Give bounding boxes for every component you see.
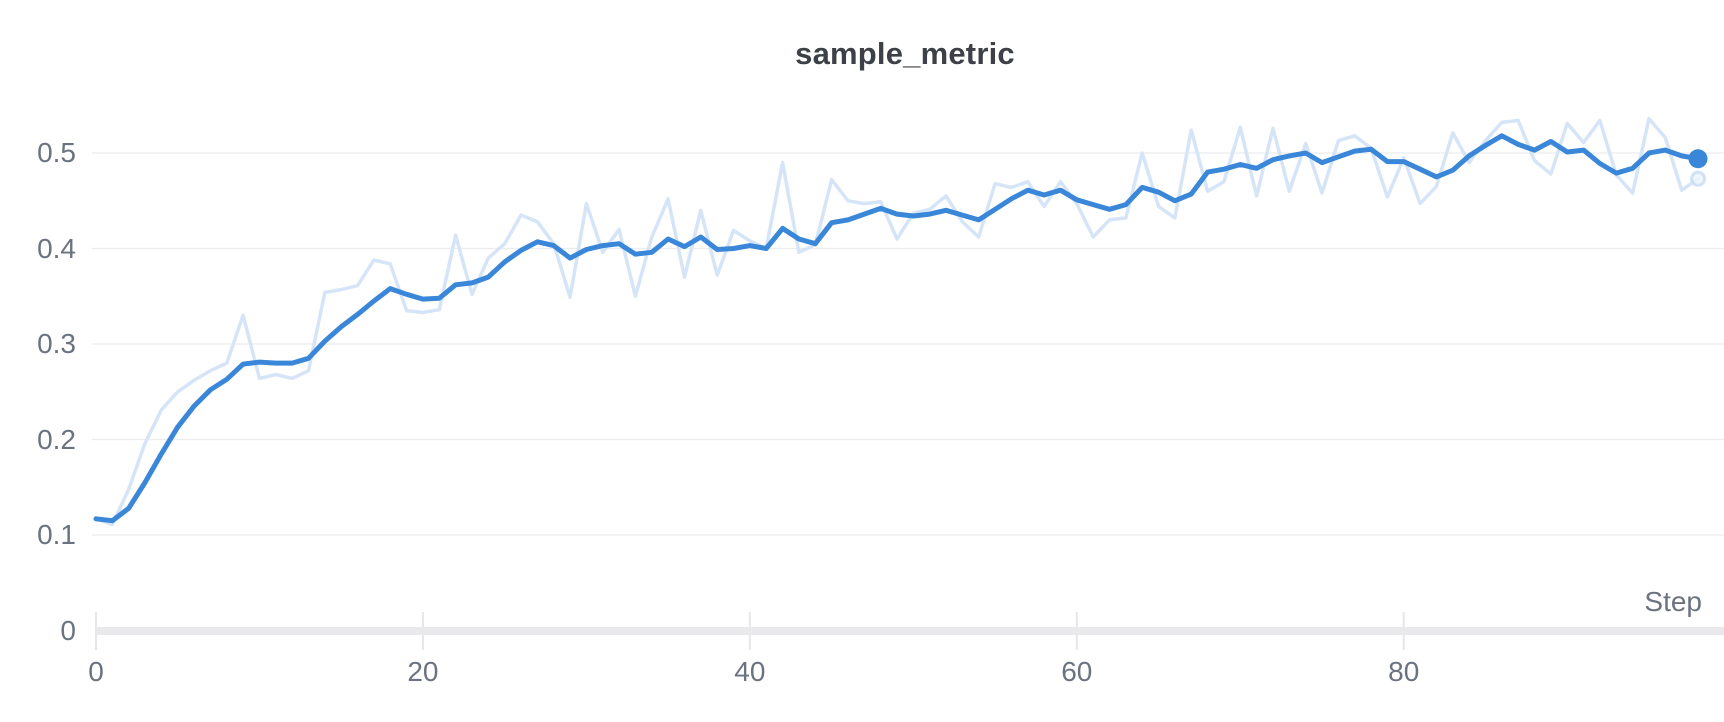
y-tick-label: 0.4 <box>37 232 76 264</box>
y-tick-label: 0.5 <box>37 137 76 168</box>
x-tick-label: 0 <box>88 656 104 687</box>
x-axis-title: Step <box>1644 586 1702 617</box>
x-tick-label: 20 <box>407 656 439 687</box>
y-tick-label: 0.3 <box>37 328 76 359</box>
smoothed-endpoint-dot[interactable] <box>1688 149 1708 169</box>
x-tick-label: 60 <box>1061 656 1093 687</box>
raw-line <box>94 116 1700 527</box>
x-tick-label: 40 <box>734 656 766 687</box>
smoothed-line <box>93 133 1701 524</box>
x-tick-label: 80 <box>1388 656 1420 687</box>
x-axis-bar <box>96 627 1724 635</box>
raw-endpoint-ring <box>1690 170 1706 187</box>
chart-title: sample_metric <box>795 36 1015 71</box>
y-tick-label: 0.1 <box>37 519 76 550</box>
y-tick-label: 0.2 <box>37 423 76 455</box>
y-tick-label: 0 <box>60 614 76 646</box>
